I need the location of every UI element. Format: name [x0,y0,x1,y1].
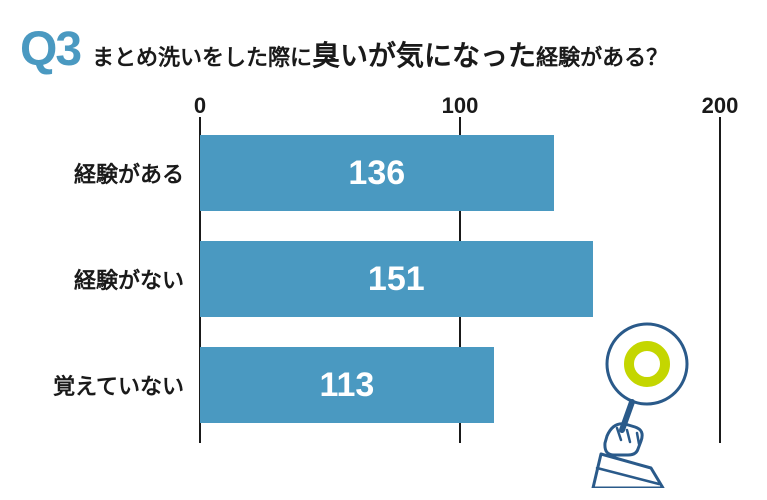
bar-row: 経験がない151 [0,241,767,317]
question-title: まとめ洗いをした際に臭いが気になった経験がある？ [92,34,668,74]
bar: 136 [200,135,554,211]
category-label: 経験がない [0,263,200,295]
bar: 113 [200,347,494,423]
question-part-1: 臭いが気になった [312,40,536,71]
question-part-2: 経験がある？ [536,45,668,70]
category-label: 経験がある [0,157,200,189]
question-part-0: まとめ洗いをした際に [92,45,312,70]
category-label: 覚えていない [0,369,200,401]
bar: 151 [200,241,593,317]
hand-sign-icon [577,318,707,488]
question-header: Q3 まとめ洗いをした際に臭いが気になった経験がある？ [0,0,767,77]
hand-sign-illustration [577,318,707,488]
question-number: Q3 [20,22,80,77]
bar-row: 経験がある136 [0,135,767,211]
